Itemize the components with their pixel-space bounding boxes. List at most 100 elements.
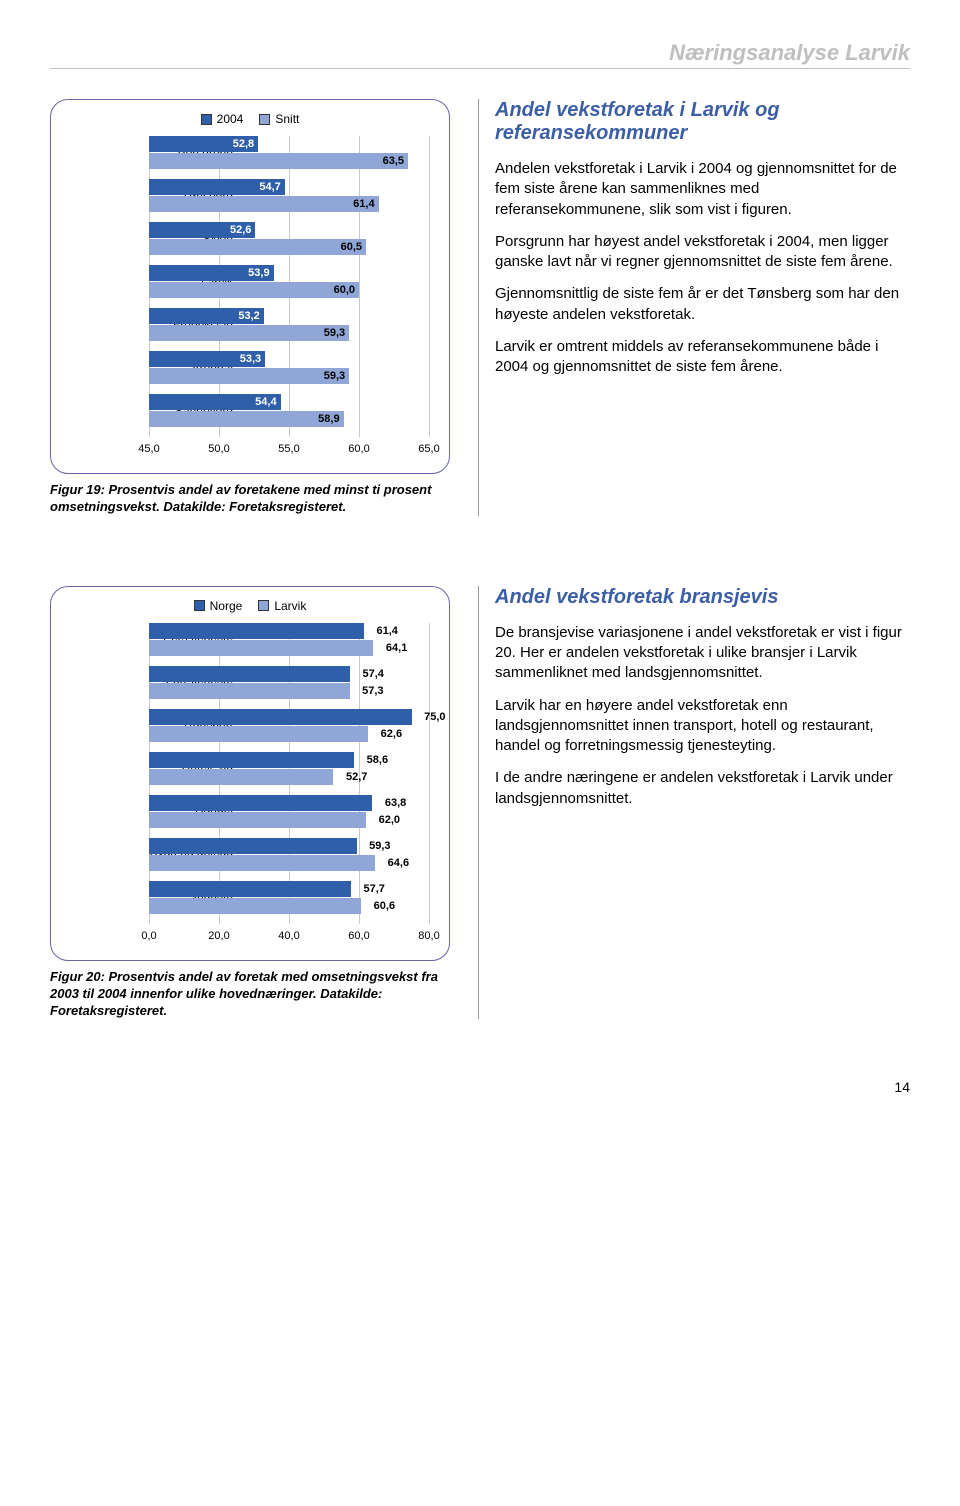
bar-value: 52,6 (230, 222, 251, 238)
section1-body: Andelen vekstforetak i Larvik i 2004 og … (495, 159, 910, 377)
bar: 53,9 (149, 265, 274, 281)
bar-value: 58,9 (318, 411, 339, 427)
bar-value: 54,4 (255, 394, 276, 410)
bar-group: Handel63,862,0 (149, 795, 439, 835)
chart1-xaxis: 45,050,055,060,065,0 (149, 443, 429, 465)
chart1-col: 2004Snitt Porsgrunn52,863,5Tønsberg54,76… (50, 99, 450, 516)
bar-value: 60,6 (374, 898, 395, 914)
bar: 60,5 (149, 239, 366, 255)
x-tick: 55,0 (278, 443, 299, 455)
legend-label: Snitt (275, 112, 299, 126)
bar: 59,3 (149, 325, 349, 341)
chart2-caption: Figur 20: Prosentvis andel av foretak me… (50, 969, 450, 1020)
bar: 52,7 (149, 769, 333, 785)
x-tick: 40,0 (278, 930, 299, 942)
bar-group: Sandefjord54,458,9 (149, 394, 439, 434)
bar-value: 61,4 (376, 623, 397, 639)
bar: 53,2 (149, 308, 264, 324)
bar-value: 75,0 (424, 709, 445, 725)
row-1: 2004Snitt Porsgrunn52,863,5Tønsberg54,76… (50, 99, 910, 516)
chart1-caption: Figur 19: Prosentvis andel av foretakene… (50, 482, 450, 516)
paragraph: Larvik har en høyere andel vekstforetak … (495, 696, 910, 757)
bar-group: Fredrikstad53,259,3 (149, 308, 439, 348)
bar: 63,5 (149, 153, 408, 169)
legend-swatch (194, 600, 205, 611)
paragraph: Porsgrunn har høyest andel vekstforetak … (495, 232, 910, 273)
chart2-xaxis: 0,020,040,060,080,0 (149, 930, 429, 952)
paragraph: Larvik er omtrent middels av referanseko… (495, 337, 910, 378)
chart1-card: 2004Snitt Porsgrunn52,863,5Tønsberg54,76… (50, 99, 450, 474)
legend-label: Norge (210, 599, 243, 613)
bar-group: Pers tjeneste61,464,1 (149, 623, 439, 663)
legend-swatch (258, 600, 269, 611)
bar: 52,8 (149, 136, 258, 152)
x-tick: 65,0 (418, 443, 439, 455)
x-tick: 20,0 (208, 930, 229, 942)
bar-value: 64,1 (386, 640, 407, 656)
bar-group: Bygg og anlegg59,364,6 (149, 838, 439, 878)
bar-value: 59,3 (369, 838, 390, 854)
legend-label: 2004 (217, 112, 244, 126)
section1-title: Andel vekstforetak i Larvik og referanse… (495, 99, 910, 145)
bar-group: Skien52,660,5 (149, 222, 439, 262)
bar-value: 60,5 (341, 239, 362, 255)
page-header: Næringsanalyse Larvik (50, 40, 910, 69)
legend-label: Larvik (274, 599, 306, 613)
bar-value: 53,3 (240, 351, 261, 367)
bar-group: Industri57,760,6 (149, 881, 439, 921)
bar-value: 57,7 (364, 881, 385, 897)
chart1-body: Porsgrunn52,863,5Tønsberg54,761,4Skien52… (59, 136, 439, 465)
bar-value: 57,3 (362, 683, 383, 699)
bar: 62,6 (149, 726, 368, 742)
chart1-bars: Porsgrunn52,863,5Tønsberg54,761,4Skien52… (149, 136, 439, 434)
bar-group: Porsgrunn52,863,5 (149, 136, 439, 176)
x-tick: 0,0 (141, 930, 156, 942)
chart2-card: Norge Larvik Pers tjeneste61,464,1Forr tj… (50, 586, 450, 961)
bar: 63,8 (149, 795, 372, 811)
bar-value: 52,7 (346, 769, 367, 785)
bar: 61,4 (149, 196, 379, 212)
bar-value: 63,8 (385, 795, 406, 811)
bar: 64,1 (149, 640, 373, 656)
legend-swatch (201, 114, 212, 125)
legend-item: Snitt (259, 112, 299, 126)
paragraph: I de andre næringene er andelen vekstfor… (495, 768, 910, 809)
legend-item: Larvik (258, 599, 306, 613)
x-tick: 45,0 (138, 443, 159, 455)
x-tick: 60,0 (348, 443, 369, 455)
x-tick: 60,0 (348, 930, 369, 942)
chart1-legend: 2004 Snitt (59, 112, 441, 126)
legend-swatch (259, 114, 270, 125)
chart2-col: Norge Larvik Pers tjeneste61,464,1Forr tj… (50, 586, 450, 1020)
bar-group: Larvik53,960,0 (149, 265, 439, 305)
paragraph: Andelen vekstforetak i Larvik i 2004 og … (495, 159, 910, 220)
bar-value: 62,6 (381, 726, 402, 742)
bar-value: 52,8 (233, 136, 254, 152)
bar-value: 53,9 (248, 265, 269, 281)
bar-value: 60,0 (334, 282, 355, 298)
bar-value: 58,6 (367, 752, 388, 768)
bar: 60,6 (149, 898, 361, 914)
bar-value: 63,5 (383, 153, 404, 169)
legend-item: Norge (194, 599, 243, 613)
paragraph: Gjennomsnittlig de siste fem år er det T… (495, 284, 910, 325)
bar-group: Arendal53,359,3 (149, 351, 439, 391)
bar: 53,3 (149, 351, 265, 367)
bar-value: 62,0 (379, 812, 400, 828)
bar-value: 53,2 (238, 308, 259, 324)
chart2-body: Pers tjeneste61,464,1Forr tjeneste57,457… (59, 623, 439, 952)
legend-item: 2004 (201, 112, 244, 126)
bar-value: 59,3 (324, 325, 345, 341)
bar: 58,6 (149, 752, 354, 768)
bar-value: 61,4 (353, 196, 374, 212)
x-tick: 50,0 (208, 443, 229, 455)
row-2: Norge Larvik Pers tjeneste61,464,1Forr tj… (50, 586, 910, 1020)
bar-value: 59,3 (324, 368, 345, 384)
bar: 54,7 (149, 179, 285, 195)
bar: 60,0 (149, 282, 359, 298)
bar: 52,6 (149, 222, 255, 238)
page-number: 14 (50, 1079, 910, 1095)
bar-group: Transport75,062,6 (149, 709, 439, 749)
bar: 59,3 (149, 368, 349, 384)
bar: 62,0 (149, 812, 366, 828)
